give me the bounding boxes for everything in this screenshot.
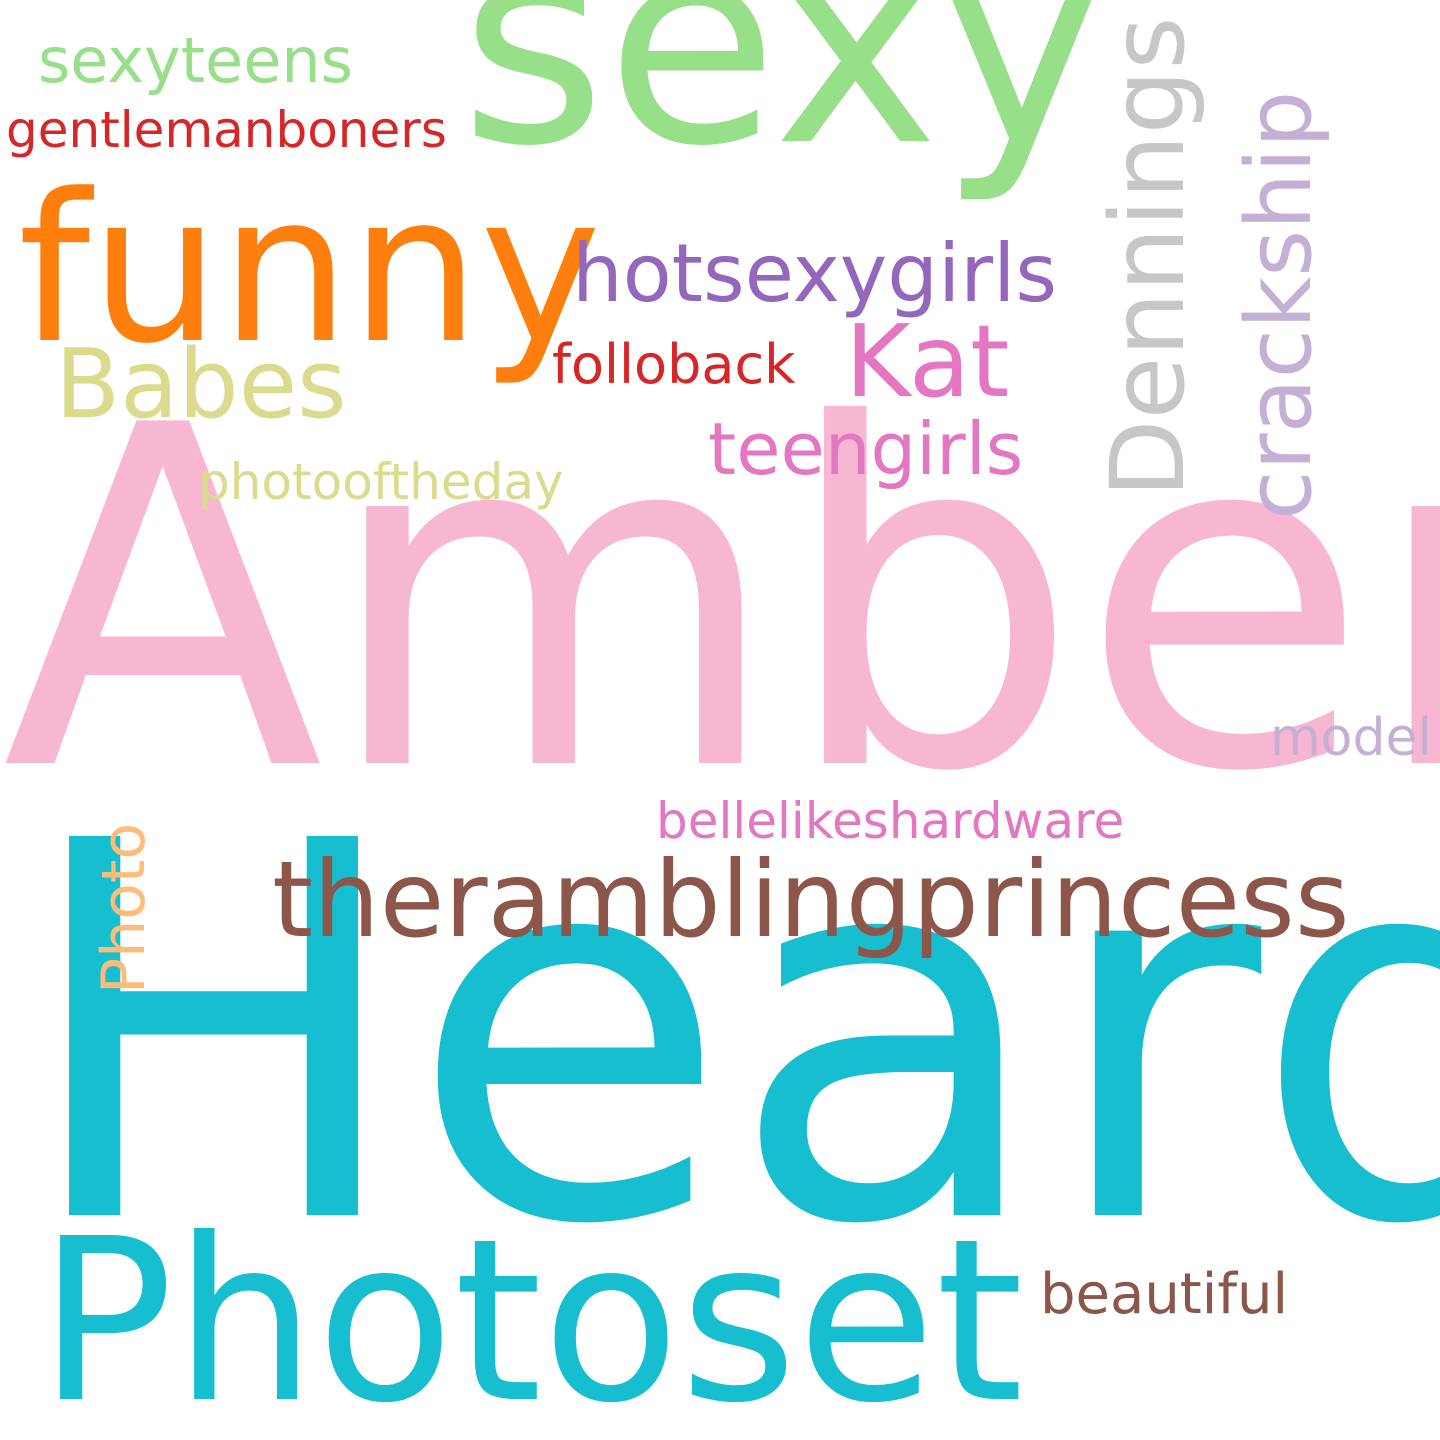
word-funny: funny xyxy=(18,151,602,389)
word-photo: Photo xyxy=(89,822,159,994)
word-babes: Babes xyxy=(55,330,347,440)
word-sexyteens: sexyteens xyxy=(38,24,353,97)
word-crackship: crackship xyxy=(1227,90,1332,520)
word-theramblingprincess: theramblingprincess xyxy=(272,839,1350,961)
word-hotsexygirls: hotsexygirls xyxy=(572,227,1057,320)
word-amber: Amber xyxy=(2,327,1440,874)
word-model: model xyxy=(1270,708,1432,768)
word-heard: Heard xyxy=(18,732,1440,1338)
word-folloback: folloback xyxy=(552,333,796,396)
word-sexy: sexy xyxy=(460,0,1105,208)
word-dennings: Dennings xyxy=(1089,16,1208,498)
word-beautiful: beautiful xyxy=(1040,1262,1289,1327)
word-photoset: Photoset xyxy=(38,1191,1024,1440)
word-photooftheday: photooftheday xyxy=(198,453,564,511)
word-kat: Kat xyxy=(845,303,1010,420)
word-bellelikeshardware: bellelikeshardware xyxy=(656,792,1125,850)
word-gentlemanboners: gentlemanboners xyxy=(6,101,447,159)
word-teengirls: teengirls xyxy=(708,407,1024,491)
